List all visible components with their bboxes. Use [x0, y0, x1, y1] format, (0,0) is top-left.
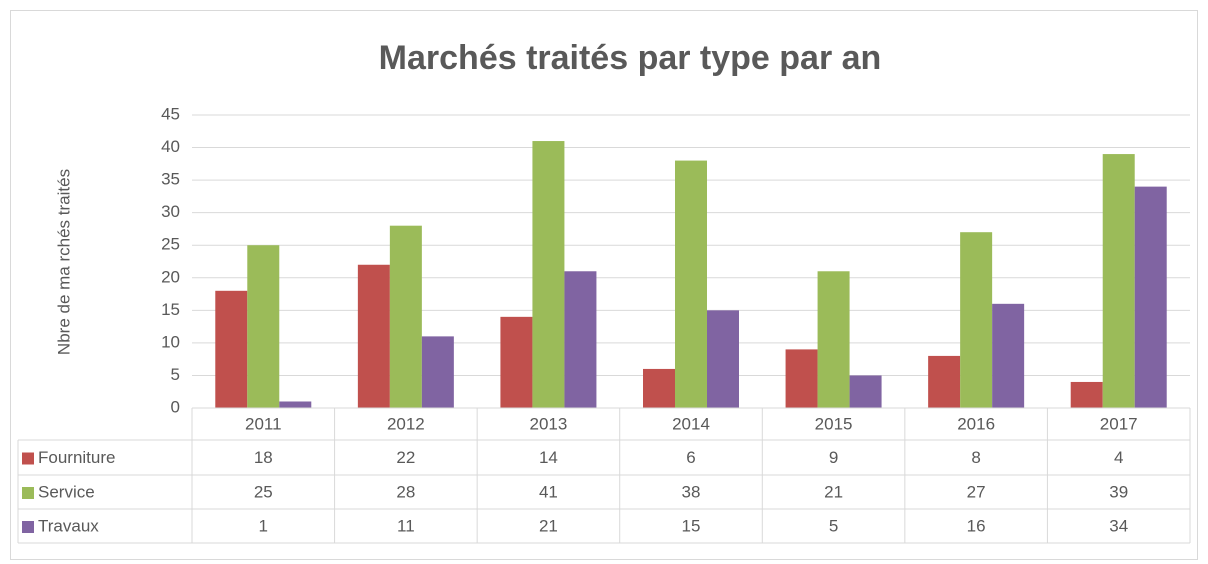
table-value: 41 [539, 482, 558, 501]
table-value: 28 [396, 482, 415, 501]
y-tick-label: 30 [161, 202, 180, 221]
legend-swatch [22, 521, 34, 533]
table-value: 38 [682, 482, 701, 501]
bar [564, 271, 597, 408]
bar [1070, 381, 1103, 408]
legend-label: Service [38, 482, 95, 501]
y-tick-label: 5 [171, 365, 180, 384]
x-tick-label: 2013 [530, 414, 568, 433]
bar [928, 355, 961, 408]
x-tick-label: 2015 [815, 414, 853, 433]
y-tick-label: 45 [161, 104, 180, 123]
table-value: 25 [254, 482, 273, 501]
table-value: 4 [1114, 448, 1123, 467]
y-tick-label: 20 [161, 267, 180, 286]
y-axis-label: Nbre de ma rchés traités [54, 169, 73, 355]
x-tick-label: 2011 [245, 414, 282, 433]
bar [389, 225, 422, 408]
legend-label: Travaux [38, 516, 99, 535]
x-tick-label: 2016 [957, 414, 995, 433]
y-tick-label: 10 [161, 332, 180, 351]
table-value: 8 [971, 448, 980, 467]
table-value: 34 [1109, 516, 1128, 535]
x-tick-label: 2017 [1100, 414, 1138, 433]
legend-label: Fourniture [38, 448, 115, 467]
bar [1134, 186, 1167, 408]
bar [357, 264, 390, 408]
bar [500, 316, 533, 408]
table-value: 22 [396, 448, 415, 467]
bar [215, 290, 248, 408]
table-value: 21 [824, 482, 843, 501]
table-value: 15 [682, 516, 701, 535]
table-value: 9 [829, 448, 838, 467]
bar [279, 401, 312, 408]
bar [960, 232, 993, 408]
y-tick-label: 15 [161, 300, 180, 319]
table-value: 21 [539, 516, 558, 535]
x-tick-label: 2014 [672, 414, 710, 433]
bar [992, 303, 1025, 408]
bar [247, 245, 280, 408]
legend-swatch [22, 487, 34, 499]
table-value: 11 [397, 516, 415, 535]
table-value: 39 [1109, 482, 1128, 501]
table-value: 18 [254, 448, 273, 467]
chart-frame [10, 10, 1198, 560]
table-value: 1 [259, 516, 268, 535]
bar [1102, 154, 1135, 408]
table-value: 6 [686, 448, 695, 467]
y-tick-label: 0 [171, 397, 180, 416]
bar [849, 375, 882, 408]
bar [421, 336, 454, 408]
bar [785, 349, 818, 408]
bar [817, 271, 850, 408]
y-tick-label: 40 [161, 137, 180, 156]
legend-swatch [22, 452, 34, 465]
bar [643, 368, 675, 408]
y-tick-label: 25 [161, 235, 180, 254]
bar [707, 310, 739, 408]
x-tick-label: 2012 [387, 414, 425, 433]
table-value: 27 [967, 482, 986, 501]
table-value: 14 [539, 448, 558, 467]
bar [532, 141, 565, 409]
bar [675, 160, 707, 408]
table-value: 5 [829, 516, 838, 535]
chart-title: Marchés traités par type par an [379, 39, 882, 77]
table-value: 16 [967, 516, 986, 535]
y-tick-label: 35 [161, 170, 180, 189]
